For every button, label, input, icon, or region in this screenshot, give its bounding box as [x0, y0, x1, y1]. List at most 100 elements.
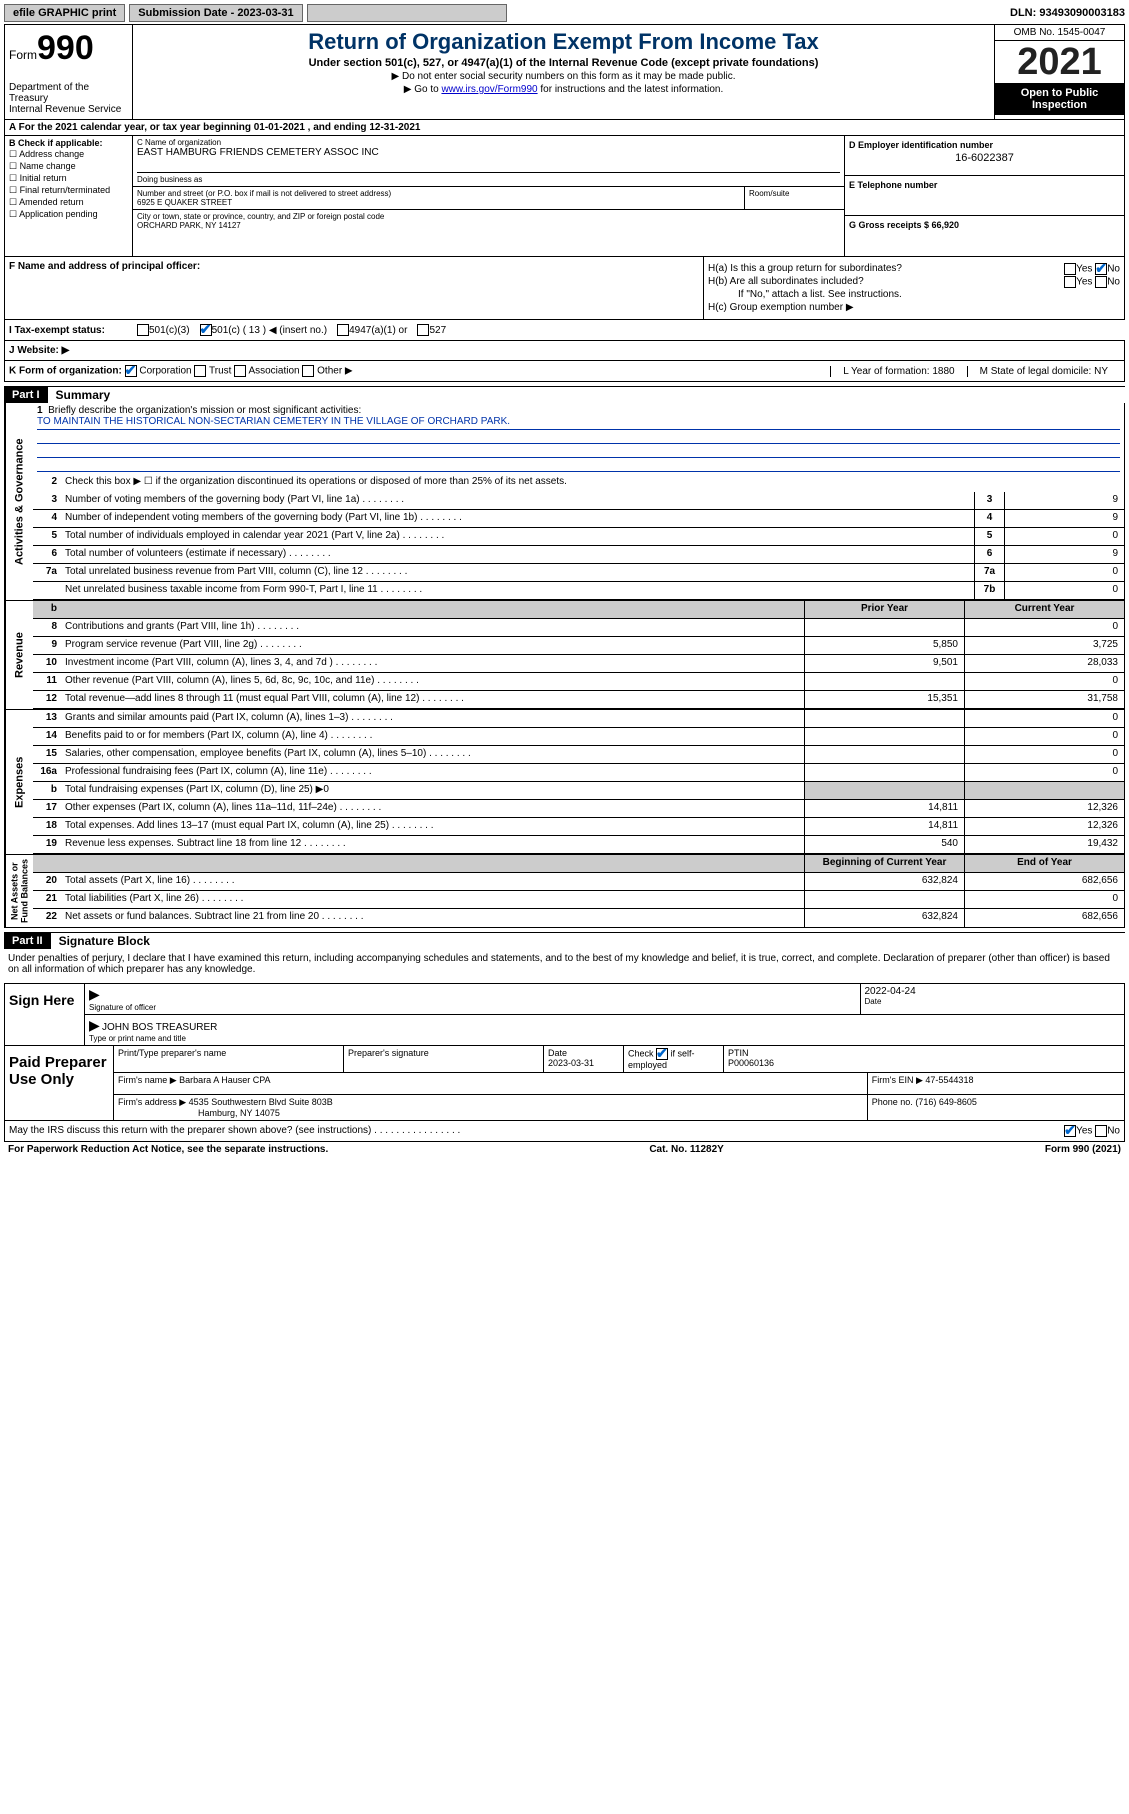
k-form-org-row: K Form of organization: Corporation Trus… — [4, 361, 1125, 382]
chk-app-pending[interactable]: ☐ Application pending — [9, 209, 128, 220]
prior-value: 9,501 — [804, 655, 964, 672]
line-item: 7a Total unrelated business revenue from… — [33, 564, 1124, 582]
b-marker: b — [33, 601, 61, 618]
line-item: 16a Professional fundraising fees (Part … — [33, 764, 1124, 782]
vtab-governance: Activities & Governance — [5, 403, 33, 600]
ptin-val: P00060136 — [728, 1058, 774, 1068]
part1-title: Summary — [48, 388, 111, 402]
chk-initial-return[interactable]: ☐ Initial return — [9, 173, 128, 184]
k-trust-chk[interactable] — [194, 365, 206, 377]
hb-yes-chk[interactable] — [1064, 276, 1076, 288]
line-text: Investment income (Part VIII, column (A)… — [61, 655, 804, 672]
efile-button[interactable]: efile GRAPHIC print — [4, 4, 125, 22]
line-text: Contributions and grants (Part VIII, lin… — [61, 619, 804, 636]
ptin-lbl: PTIN — [728, 1048, 749, 1058]
k-right: L Year of formation: 1880 M State of leg… — [830, 366, 1120, 377]
curr-value: 28,033 — [964, 655, 1124, 672]
line-2: 2 Check this box ▶ ☐ if the organization… — [33, 474, 1124, 492]
hb-no-chk[interactable] — [1095, 276, 1107, 288]
line-text: Total liabilities (Part X, line 26) — [61, 891, 804, 908]
line-item: 5 Total number of individuals employed i… — [33, 528, 1124, 546]
line-text: Other revenue (Part VIII, column (A), li… — [61, 673, 804, 690]
k-other-chk[interactable] — [302, 365, 314, 377]
line-num: 21 — [33, 891, 61, 908]
line-item: 22 Net assets or fund balances. Subtract… — [33, 909, 1124, 927]
sig-arrow2-icon: ▶ — [89, 1017, 100, 1033]
form990-link[interactable]: www.irs.gov/Form990 — [441, 84, 537, 95]
prior-value: 632,824 — [804, 873, 964, 890]
prior-value — [804, 746, 964, 763]
line-text: Revenue less expenses. Subtract line 18 … — [61, 836, 804, 853]
i-527-chk[interactable] — [417, 324, 429, 336]
org-name: EAST HAMBURG FRIENDS CEMETERY ASSOC INC — [137, 147, 840, 158]
i-501c-chk[interactable] — [200, 324, 212, 336]
blank-button[interactable] — [307, 4, 507, 22]
line-num: 7a — [33, 564, 61, 581]
line-item: 9 Program service revenue (Part VIII, li… — [33, 637, 1124, 655]
prep-line-3: Firm's address ▶ 4535 Southwestern Blvd … — [114, 1095, 1124, 1120]
header-right: OMB No. 1545-0047 2021 Open to Public In… — [994, 25, 1124, 119]
k-corp-chk[interactable] — [125, 365, 137, 377]
submission-date-button[interactable]: Submission Date - 2023-03-31 — [129, 4, 302, 22]
k-assoc-chk[interactable] — [234, 365, 246, 377]
chk-final-return[interactable]: ☐ Final return/terminated — [9, 185, 128, 196]
i-501c3-chk[interactable] — [137, 324, 149, 336]
line-text: Total number of individuals employed in … — [61, 528, 974, 545]
may-irs-yes-chk[interactable] — [1064, 1125, 1076, 1137]
line-num: 22 — [33, 909, 61, 927]
k-corp-lbl: Corporation — [139, 366, 191, 377]
prep-date-cell: Date 2023-03-31 — [544, 1046, 624, 1072]
ha-yes-lbl: Yes — [1076, 264, 1092, 275]
self-emp-chk[interactable] — [656, 1048, 668, 1060]
line-text: Net unrelated business taxable income fr… — [61, 582, 974, 599]
ha-yes-chk[interactable] — [1064, 263, 1076, 275]
form-number: Form990 — [9, 29, 128, 68]
mission-blank-3 — [37, 458, 1120, 472]
may-irs-row: May the IRS discuss this return with the… — [4, 1121, 1125, 1142]
curr-value: 12,326 — [964, 818, 1124, 835]
row-a-tax-year: A For the 2021 calendar year, or tax yea… — [4, 120, 1125, 136]
prior-value: 632,824 — [804, 909, 964, 927]
line-item: 14 Benefits paid to or for members (Part… — [33, 728, 1124, 746]
line-text: Number of independent voting members of … — [61, 510, 974, 527]
m-state-domicile: M State of legal domicile: NY — [967, 366, 1120, 377]
line-text: Total unrelated business revenue from Pa… — [61, 564, 974, 581]
line-num: 12 — [33, 691, 61, 708]
form-label: Form — [9, 48, 37, 62]
ha-no-chk[interactable] — [1095, 263, 1107, 275]
sig-officer-cell: ▶ Signature of officer — [85, 984, 861, 1014]
form-title: Return of Organization Exempt From Incom… — [137, 29, 990, 55]
i-4947-chk[interactable] — [337, 324, 349, 336]
line-num: 9 — [33, 637, 61, 654]
omb-number: OMB No. 1545-0047 — [995, 25, 1124, 41]
firm-addr-lbl: Firm's address ▶ — [118, 1097, 186, 1107]
sig-officer-label: Signature of officer — [89, 1003, 156, 1012]
chk-name-change[interactable]: ☐ Name change — [9, 161, 128, 172]
hb-text: H(b) Are all subordinates included? — [708, 276, 864, 287]
k-other-lbl: Other ▶ — [317, 366, 352, 377]
line-item: 12 Total revenue—add lines 8 through 11 … — [33, 691, 1124, 709]
chk-amended-return[interactable]: ☐ Amended return — [9, 197, 128, 208]
curr-value: 31,758 — [964, 691, 1124, 708]
may-irs-text: May the IRS discuss this return with the… — [9, 1125, 460, 1137]
prep-name-cell: Print/Type preparer's name — [114, 1046, 344, 1072]
dept-treasury: Department of the Treasury Internal Reve… — [9, 82, 128, 115]
revenue-content: b Prior Year Current Year 8 Contribution… — [33, 601, 1124, 709]
i-501c3-lbl: 501(c)(3) — [149, 325, 190, 336]
firm-city-val: Hamburg, NY 14075 — [118, 1108, 280, 1118]
phone-lbl: Phone no. — [872, 1097, 913, 1107]
prior-value: 5,850 — [804, 637, 964, 654]
prior-value: 14,811 — [804, 800, 964, 817]
line-text: Total revenue—add lines 8 through 11 (mu… — [61, 691, 804, 708]
may-irs-no-chk[interactable] — [1095, 1125, 1107, 1137]
chk-address-change[interactable]: ☐ Address change — [9, 149, 128, 160]
curr-value: 682,656 — [964, 873, 1124, 890]
prior-value — [804, 710, 964, 727]
line-box: 4 — [974, 510, 1004, 527]
line-value: 0 — [1004, 528, 1124, 545]
line-box: 6 — [974, 546, 1004, 563]
line-item: b Total fundraising expenses (Part IX, c… — [33, 782, 1124, 800]
j-label: J Website: ▶ — [9, 345, 69, 356]
prior-value — [804, 891, 964, 908]
k-assoc-lbl: Association — [248, 366, 299, 377]
